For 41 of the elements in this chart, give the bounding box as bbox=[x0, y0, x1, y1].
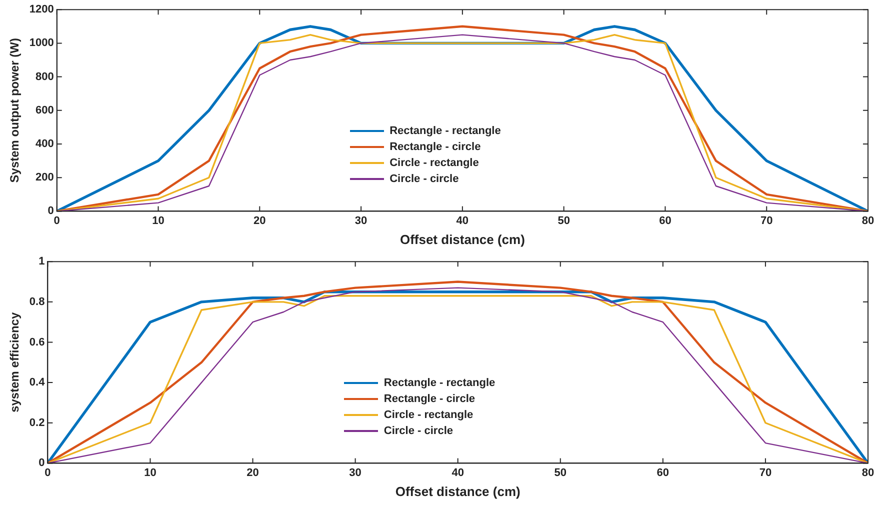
x-tick-label: 60 bbox=[656, 466, 670, 479]
x-tick-label: 40 bbox=[452, 466, 464, 479]
legend-label: Rectangle - rectangle bbox=[384, 376, 496, 391]
x-tick-label: 10 bbox=[152, 214, 164, 227]
y-axis-title: System output power (W) bbox=[8, 38, 22, 183]
x-axis-title: Offset distance (cm) bbox=[395, 484, 520, 499]
x-tick-label: 60 bbox=[659, 214, 672, 227]
y-tick-label: 0.6 bbox=[29, 336, 45, 348]
x-tick-label: 50 bbox=[554, 466, 567, 479]
legend-label: Rectangle - circle bbox=[384, 392, 475, 407]
legend-label: Rectangle - circle bbox=[390, 140, 481, 155]
legend-label: Circle - rectangle bbox=[384, 408, 474, 423]
x-tick-label: 80 bbox=[862, 466, 874, 479]
y-tick-label: 1000 bbox=[29, 37, 54, 50]
x-tick-label: 10 bbox=[144, 466, 156, 479]
y-tick-label: 0 bbox=[48, 205, 54, 218]
legend-label: Circle - circle bbox=[390, 172, 459, 187]
y-tick-label: 0.4 bbox=[29, 376, 46, 389]
x-tick-label: 30 bbox=[354, 214, 368, 227]
y-tick-label: 0.8 bbox=[29, 296, 45, 308]
y-tick-label: 800 bbox=[36, 70, 54, 83]
x-tick-label: 80 bbox=[862, 214, 874, 227]
x-tick-label: 70 bbox=[759, 466, 772, 479]
y-tick-label: 600 bbox=[36, 104, 54, 116]
y-tick-label: 200 bbox=[36, 172, 54, 184]
x-tick-label: 20 bbox=[254, 214, 266, 227]
legend-label: Rectangle - rectangle bbox=[390, 124, 501, 139]
y-axis-title: system efficiency bbox=[8, 312, 22, 412]
y-tick-label: 400 bbox=[36, 138, 54, 150]
x-axis-title: Offset distance (cm) bbox=[400, 232, 525, 247]
x-tick-label: 50 bbox=[558, 214, 570, 227]
y-tick-label: 1 bbox=[38, 256, 45, 268]
y-tick-label: 0.2 bbox=[29, 416, 45, 429]
x-tick-label: 70 bbox=[760, 214, 773, 227]
legend-label: Circle - circle bbox=[384, 424, 453, 439]
x-tick-label: 20 bbox=[246, 466, 259, 479]
y-tick-label: 1200 bbox=[29, 4, 54, 16]
x-tick-label: 30 bbox=[349, 466, 362, 479]
legend-label: Circle - rectangle bbox=[390, 156, 479, 171]
y-tick-label: 0 bbox=[38, 457, 45, 470]
x-tick-label: 40 bbox=[456, 214, 469, 227]
